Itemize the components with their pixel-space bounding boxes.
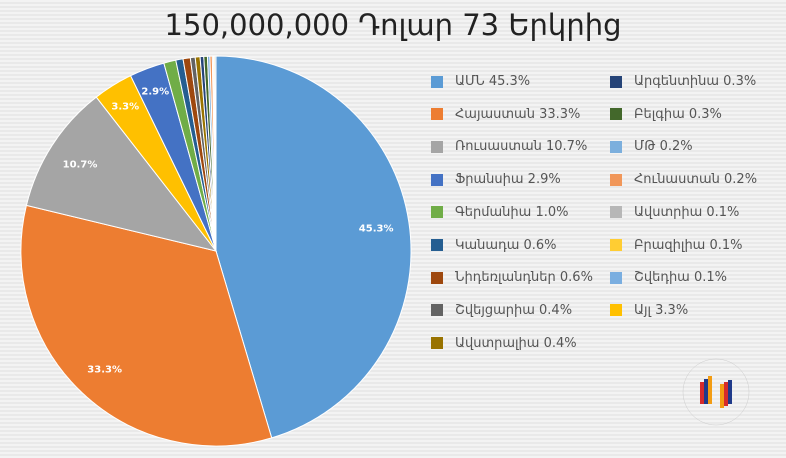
legend-item: Ռուսաստան 10.7%	[431, 139, 587, 154]
legend-label: Հունաստան 0.2%	[634, 172, 758, 188]
chart-title: 150,000,000 Դոլար 73 Երկրից	[164, 8, 622, 42]
data-label: 2.9%	[141, 87, 169, 98]
legend-label: Նիդեռլանդներ 0.6%	[455, 270, 593, 286]
legend-label: ՄԹ 0.2%	[634, 139, 693, 155]
legend-swatch	[431, 75, 443, 88]
legend-label: Ռուսաստան 10.7%	[455, 139, 588, 155]
legend-label: Ավստրիա 0.1%	[634, 204, 740, 220]
legend-item: Նիդեռլանդներ 0.6%	[431, 270, 593, 285]
legend-swatch	[431, 173, 443, 186]
pie-slice	[20, 204, 273, 447]
data-label: 45.3%	[359, 224, 394, 235]
legend-item: Բրազիլիա 0.1%	[610, 238, 743, 253]
legend-label: Այլ 3.3%	[634, 302, 689, 318]
pie-slice	[214, 55, 217, 252]
legend-label: Շվեյցարիա 0.4%	[455, 302, 573, 318]
legend-swatch	[610, 304, 622, 317]
legend-swatch	[431, 304, 443, 317]
legend-swatch	[610, 271, 622, 284]
legend-item: ՄԹ 0.2%	[610, 139, 693, 154]
legend-swatch	[431, 271, 443, 284]
legend-label: Ֆրանսիա 2.9%	[455, 172, 561, 188]
legend-item: Շվեդիա 0.1%	[610, 270, 727, 285]
legend-swatch	[431, 140, 443, 153]
legend-item: Բելգիա 0.3%	[610, 107, 722, 122]
legend-swatch	[431, 239, 443, 251]
legend-label: ԱՄՆ 45.3%	[455, 74, 531, 89]
legend-label: Շվեդիա 0.1%	[634, 270, 728, 286]
pie-chart: 45.3% 33.3% 10.7% 3.3%2.9%	[20, 55, 412, 447]
legend-item: ԱՄՆ 45.3%	[431, 74, 530, 89]
data-label: 3.3%	[111, 101, 139, 112]
legend-swatch	[431, 108, 443, 121]
legend-item: Շվեյցարիա 0.4%	[431, 303, 572, 318]
legend-item: Այլ 3.3%	[610, 303, 688, 318]
legend-item: Հունաստան 0.2%	[610, 172, 757, 187]
data-label: 10.7%	[63, 159, 98, 170]
legend-swatch	[610, 173, 622, 186]
legend-swatch	[610, 206, 622, 219]
legend-swatch	[610, 108, 622, 121]
legend-label: Գերմանիա 1.0%	[455, 204, 569, 220]
legend-label: Հայաստան 33.3%	[455, 106, 581, 122]
pie-slice	[25, 96, 218, 252]
legend-swatch	[610, 140, 622, 153]
legend-swatch	[431, 337, 443, 350]
legend-item: Ավստրիա 0.1%	[610, 205, 739, 220]
data-label: 33.3%	[87, 364, 122, 375]
legend-label: Ավստրալիա 0.4%	[455, 335, 577, 351]
pie-slice	[215, 55, 412, 439]
legend-swatch	[610, 239, 622, 251]
legend-swatch	[610, 75, 622, 88]
hayastan-fund-logo	[682, 358, 750, 426]
legend-label: Արգենտինա 0.3%	[634, 74, 757, 89]
legend-item: Արգենտինա 0.3%	[610, 74, 756, 89]
legend-item: Գերմանիա 1.0%	[431, 205, 568, 220]
legend-item: Ֆրանսիա 2.9%	[431, 172, 561, 187]
legend-item: Ավստրալիա 0.4%	[431, 336, 577, 351]
legend-label: Բելգիա 0.3%	[634, 106, 722, 122]
legend-item: Հայաստան 33.3%	[431, 107, 580, 122]
legend-label: Կանադա 0.6%	[455, 237, 557, 253]
legend-item: Կանադա 0.6%	[431, 238, 557, 253]
legend-label: Բրազիլիա 0.1%	[634, 237, 743, 253]
legend-swatch	[431, 206, 443, 219]
